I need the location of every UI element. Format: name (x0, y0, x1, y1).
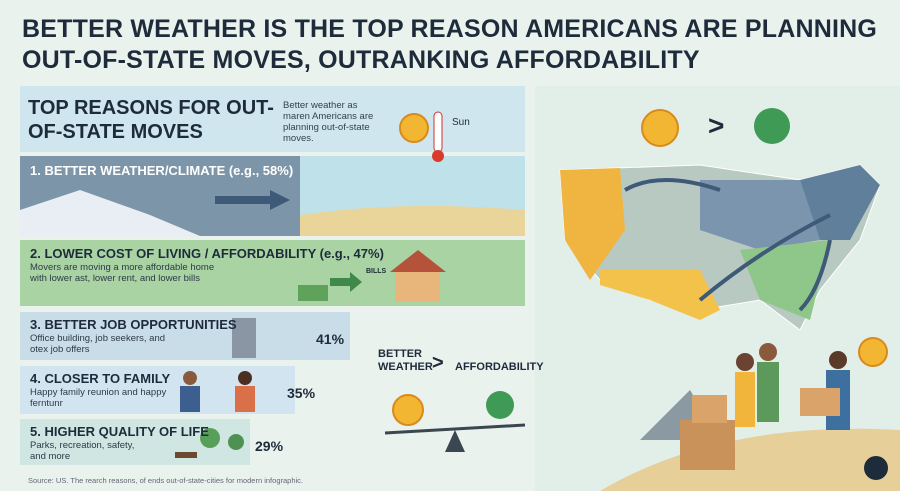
reason-description: Office building, job seekers, and otex j… (30, 333, 166, 355)
move-arrow (624, 178, 721, 192)
sun (392, 394, 424, 426)
comparison-right: AFFORDABILITY (455, 361, 544, 373)
person (759, 343, 777, 361)
comparison-symbol: > (432, 352, 444, 374)
cash (298, 285, 328, 301)
panel-title: TOP REASONS FOR OUT-OF-STATE MOVES (28, 97, 274, 143)
snow (20, 190, 200, 236)
midwest (700, 180, 820, 250)
main-title: BETTER WEATHER IS THE TOP REASON AMERICA… (22, 15, 878, 74)
ground (600, 428, 900, 491)
west-coast (560, 168, 625, 280)
dollar-coin (486, 391, 514, 419)
tree (228, 434, 244, 450)
reason-percent: 41% (316, 331, 345, 347)
sun (858, 337, 888, 367)
intro-text: Better weather as maren Americans are pl… (283, 100, 374, 144)
person (757, 362, 779, 422)
reason-description: Happy family reunion and happy ferntunr (30, 387, 167, 409)
reason-description: Parks, recreation, safety, and more (30, 440, 135, 462)
thermometer (433, 111, 443, 153)
move-arrow (698, 213, 831, 302)
box (800, 388, 840, 416)
person (736, 353, 754, 371)
reason-title: 2. LOWER COST OF LIVING / AFFORDABILITY … (30, 246, 384, 261)
roof (390, 250, 446, 272)
reason-title: 1. BETTER WEATHER/CLIMATE (e.g., 58%) (30, 163, 294, 178)
southwest (600, 270, 720, 320)
sun-label: Sun (452, 117, 470, 128)
bench (175, 452, 197, 458)
tree (200, 428, 220, 448)
source-note: Source: US. The rearch reasons, of ends … (28, 476, 303, 485)
person (735, 372, 755, 427)
person (180, 386, 200, 412)
person (829, 351, 847, 369)
sun (641, 109, 679, 147)
sun (399, 113, 429, 143)
scale-base (445, 430, 465, 452)
person (238, 371, 252, 385)
map-symbol: > (708, 110, 725, 141)
comparison-left: BETTER WEATHER (378, 348, 433, 373)
arrow (330, 272, 362, 292)
building (232, 318, 256, 358)
bills-label: BILLS (366, 268, 387, 275)
reason-title: 4. CLOSER TO FAMILY (30, 371, 171, 386)
reason-percent: 29% (255, 438, 284, 454)
row2-bg (20, 240, 525, 306)
person (235, 386, 255, 412)
thermometer-bulb (432, 150, 444, 162)
box (680, 420, 735, 470)
reason-title: 5. HIGHER QUALITY OF LIFE (30, 424, 209, 439)
house (395, 270, 440, 302)
arrow (215, 190, 290, 210)
reason-percent: 35% (287, 385, 316, 401)
scale-beam (384, 423, 526, 435)
person (183, 371, 197, 385)
sand (300, 206, 525, 236)
reason-description: Movers are moving a more affordable home… (30, 262, 215, 284)
box (692, 395, 727, 423)
logo (864, 456, 888, 480)
dollar-coin (754, 108, 790, 144)
row3-bg (20, 312, 350, 360)
reason-title: 3. BETTER JOB OPPORTUNITIES (30, 317, 237, 332)
move-arrow (798, 239, 832, 312)
